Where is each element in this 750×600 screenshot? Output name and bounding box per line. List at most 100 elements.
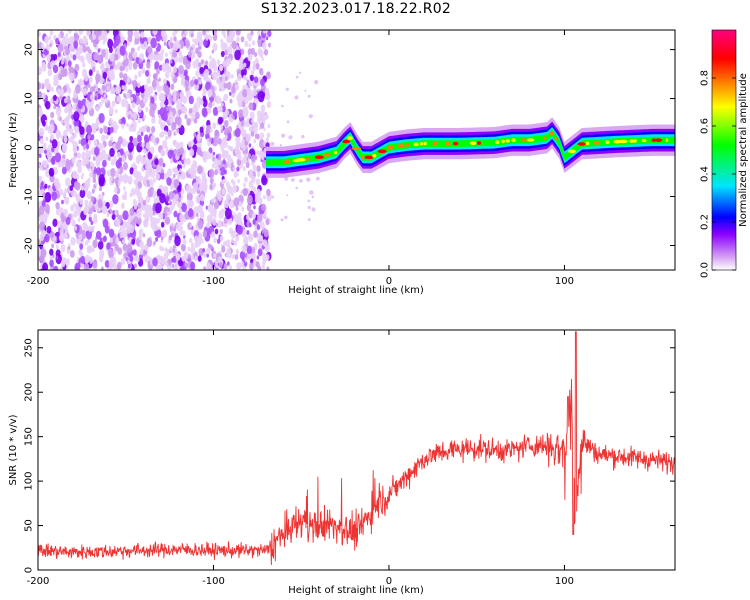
noise-speck xyxy=(228,91,232,96)
ridge-peak xyxy=(372,154,377,158)
noise-speck xyxy=(177,173,181,181)
noise-speck xyxy=(86,245,92,254)
noise-speck xyxy=(82,88,88,96)
noise-speck xyxy=(123,186,126,191)
noise-speck xyxy=(54,152,62,163)
noise-speck xyxy=(82,36,88,45)
noise-speck xyxy=(221,30,226,36)
noise-speck xyxy=(309,190,314,195)
noise-speck xyxy=(256,165,261,173)
noise-speck xyxy=(72,170,78,180)
noise-speck xyxy=(53,178,60,187)
x-tick-label: 100 xyxy=(555,576,574,587)
noise-speck xyxy=(256,255,260,260)
noise-speck xyxy=(95,230,102,240)
noise-speck xyxy=(194,235,199,243)
noise-speck xyxy=(194,255,198,262)
noise-speck xyxy=(144,83,148,91)
noise-speck xyxy=(241,229,247,238)
noise-speck xyxy=(223,240,227,247)
noise-speck xyxy=(134,74,138,80)
noise-speck xyxy=(172,50,177,58)
noise-speck xyxy=(158,77,161,82)
noise-speck xyxy=(233,240,238,247)
noise-speck xyxy=(186,184,192,194)
noise-speck xyxy=(184,114,188,119)
noise-speck xyxy=(69,127,74,135)
noise-speck xyxy=(87,139,92,146)
noise-speck xyxy=(202,248,206,253)
noise-speck xyxy=(281,133,286,138)
noise-speck xyxy=(262,42,267,50)
noise-speck xyxy=(132,52,136,58)
noise-speck xyxy=(205,151,211,160)
noise-speck xyxy=(129,192,133,198)
ridge-peak xyxy=(605,140,610,144)
noise-speck xyxy=(253,125,258,134)
noise-speck xyxy=(181,230,186,237)
noise-speck xyxy=(150,181,154,188)
noise-speck xyxy=(141,45,145,50)
noise-speck xyxy=(116,85,122,94)
noise-speck xyxy=(77,152,81,159)
noise-speck xyxy=(159,107,166,117)
noise-speck xyxy=(253,76,259,84)
snr-series-line xyxy=(38,331,675,566)
noise-speck xyxy=(161,95,166,102)
noise-speck xyxy=(187,199,192,208)
noise-speck xyxy=(50,86,54,92)
noise-speck xyxy=(39,138,44,145)
noise-speck xyxy=(43,142,47,149)
noise-speck xyxy=(46,150,53,160)
noise-speck xyxy=(68,43,75,53)
ridge-peak xyxy=(535,137,544,141)
noise-speck xyxy=(262,30,267,34)
noise-speck xyxy=(102,235,107,243)
noise-speck xyxy=(182,55,188,64)
noise-speck xyxy=(238,200,242,206)
noise-speck xyxy=(117,136,123,145)
noise-speck xyxy=(203,39,208,47)
noise-speck xyxy=(143,212,146,218)
y-tick-label: 200 xyxy=(24,383,35,402)
noise-speck xyxy=(197,255,202,262)
noise-speck xyxy=(85,99,90,107)
noise-speck xyxy=(179,168,182,173)
noise-speck xyxy=(259,139,265,149)
noise-speck xyxy=(304,89,307,92)
noise-speck xyxy=(196,212,199,218)
noise-speck xyxy=(265,254,270,261)
noise-speck xyxy=(66,248,71,255)
noise-speck xyxy=(185,40,190,48)
noise-speck xyxy=(257,233,262,239)
noise-speck xyxy=(164,52,168,58)
noise-speck xyxy=(44,149,47,154)
noise-speck xyxy=(40,248,47,258)
noise-speck xyxy=(212,71,216,76)
noise-speck xyxy=(160,49,165,55)
noise-speck xyxy=(248,96,252,102)
noise-speck xyxy=(88,104,92,111)
noise-speck xyxy=(132,61,138,70)
noise-speck xyxy=(117,168,120,173)
noise-speck xyxy=(279,144,282,147)
noise-speck xyxy=(251,176,256,183)
noise-speck xyxy=(174,193,179,201)
noise-speck xyxy=(135,185,139,190)
noise-speck xyxy=(222,96,226,102)
noise-speck xyxy=(98,193,102,200)
noise-speck xyxy=(52,218,58,227)
noise-speck xyxy=(142,233,146,238)
noise-speck xyxy=(106,242,111,250)
noise-speck xyxy=(106,85,110,91)
noise-speck xyxy=(225,223,228,228)
noise-speck xyxy=(242,166,246,172)
ridge-peak xyxy=(495,140,500,144)
noise-speck xyxy=(60,134,64,140)
noise-speck xyxy=(74,181,81,191)
noise-speck xyxy=(193,163,198,169)
noise-speck xyxy=(288,135,293,140)
noise-speck xyxy=(172,255,177,264)
noise-speck xyxy=(284,215,288,220)
